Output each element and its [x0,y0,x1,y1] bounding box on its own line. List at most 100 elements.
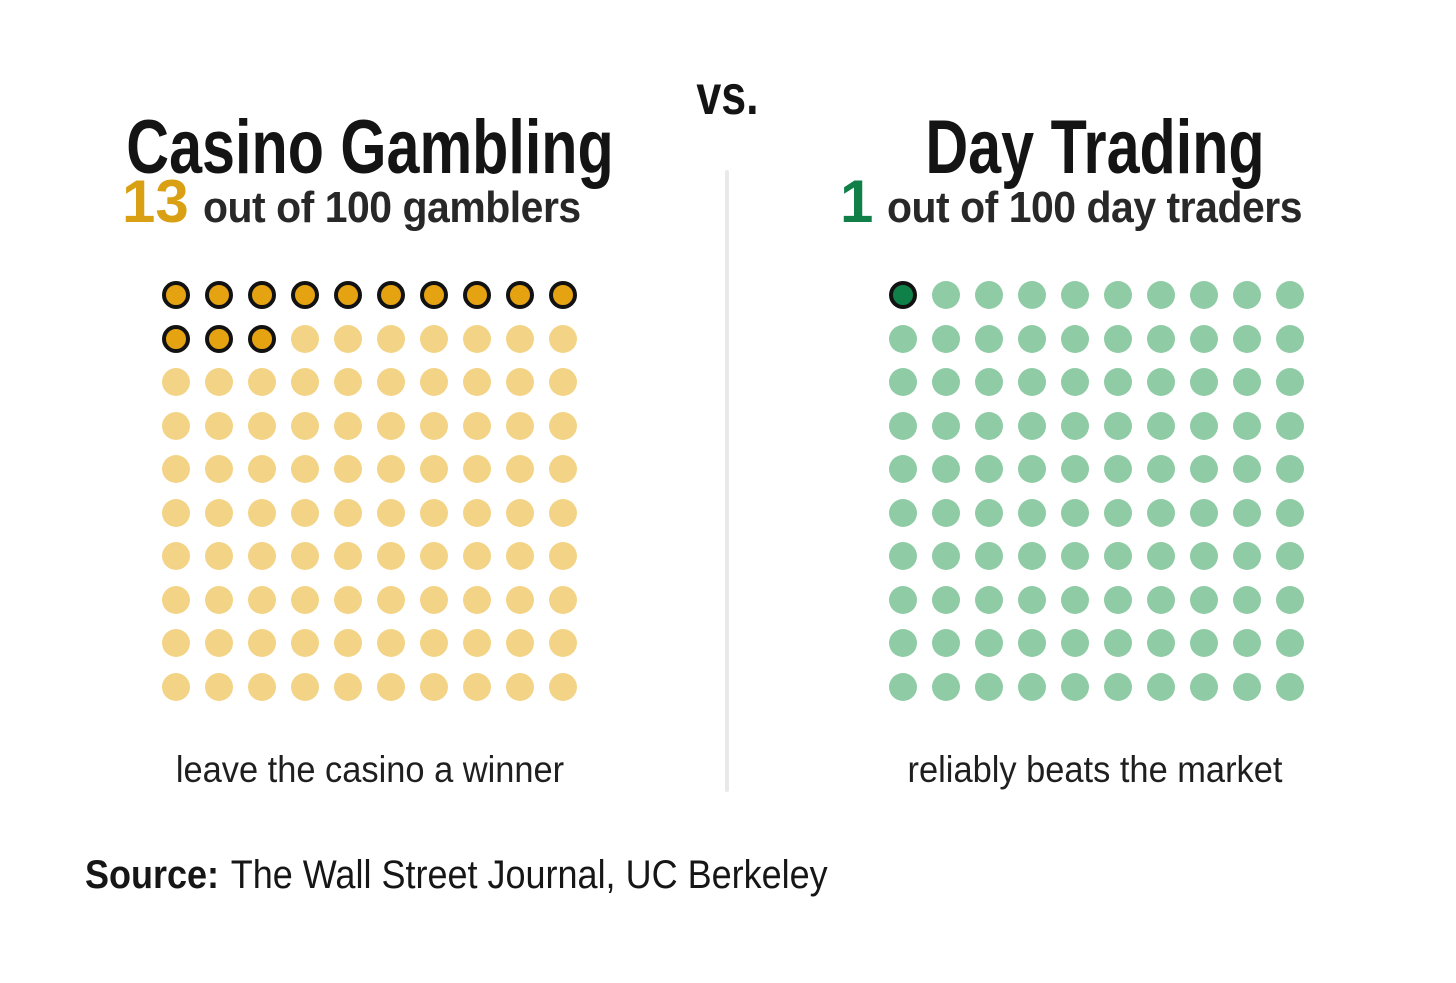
dot [975,324,1003,353]
dot [506,324,534,353]
dot [1104,411,1132,440]
dot [248,585,276,614]
left-stat-number: 13 [122,168,189,235]
dot [1233,455,1261,483]
dot [248,498,276,527]
dot-highlighted [506,281,534,309]
dot [1147,542,1175,570]
dot [932,585,960,614]
dot [932,542,960,570]
dot [1018,324,1046,353]
dot [549,672,577,701]
left-stat-unit: out of 100 gamblers [202,183,581,232]
dot [1233,542,1261,570]
dot [291,585,319,614]
dot [463,368,491,396]
dot-highlighted [248,281,276,309]
dot [463,498,491,527]
dot [889,585,917,614]
dot [1018,629,1046,657]
dot [889,411,917,440]
dot [975,672,1003,701]
dot [162,542,190,570]
dot [1190,368,1218,396]
dot [1190,498,1218,527]
dot [506,585,534,614]
dot [1233,629,1261,657]
dot [932,324,960,353]
dot [1061,542,1089,570]
dot [1104,455,1132,483]
dot [975,368,1003,396]
dot [1147,324,1175,353]
dot-highlighted [377,281,405,309]
dot [1018,672,1046,701]
dot [889,672,917,701]
dot [162,455,190,483]
left-waffle-grid [162,281,577,701]
dot [1104,281,1132,309]
dot [420,368,448,396]
dot [1276,585,1304,614]
dot [420,585,448,614]
dot [1018,368,1046,396]
dot [248,629,276,657]
dot [1233,411,1261,440]
dot [549,368,577,396]
dot [889,324,917,353]
dot [1276,542,1304,570]
dot [1061,324,1089,353]
vertical-divider [725,170,729,792]
dot [1233,585,1261,614]
dot [420,542,448,570]
dot [506,498,534,527]
dot [205,629,233,657]
dot [334,455,362,483]
dot [291,672,319,701]
vs-label: vs. [696,63,759,126]
dot [1147,672,1175,701]
dot [1276,368,1304,396]
dot [932,455,960,483]
dot [1276,629,1304,657]
dot [549,542,577,570]
dot [506,629,534,657]
dot [1061,498,1089,527]
dot [1018,411,1046,440]
right-panel-title: Day Trading [925,104,1265,190]
dot [1018,498,1046,527]
dot [463,455,491,483]
dot [975,498,1003,527]
dot [1276,455,1304,483]
dot [1190,629,1218,657]
right-stat-row: 1 out of 100 day traders [840,172,1334,232]
dot [420,498,448,527]
dot [334,672,362,701]
dot-highlighted [291,281,319,309]
dot [975,629,1003,657]
dot [162,411,190,440]
dot [377,411,405,440]
dot [291,411,319,440]
dot-highlighted [463,281,491,309]
dot [334,585,362,614]
dot [205,455,233,483]
dot-highlighted [205,324,233,353]
source-text: The Wall Street Journal, UC Berkeley [230,853,828,897]
right-stat-number: 1 [840,168,874,235]
dot [1061,629,1089,657]
dot [463,585,491,614]
dot [248,672,276,701]
dot [1190,672,1218,701]
dot [1018,585,1046,614]
dot [1018,455,1046,483]
dot [1276,411,1304,440]
dot [1061,672,1089,701]
dot [420,324,448,353]
dot [975,281,1003,309]
dot [975,585,1003,614]
dot [463,324,491,353]
dot [932,368,960,396]
dot [975,455,1003,483]
dot [162,368,190,396]
